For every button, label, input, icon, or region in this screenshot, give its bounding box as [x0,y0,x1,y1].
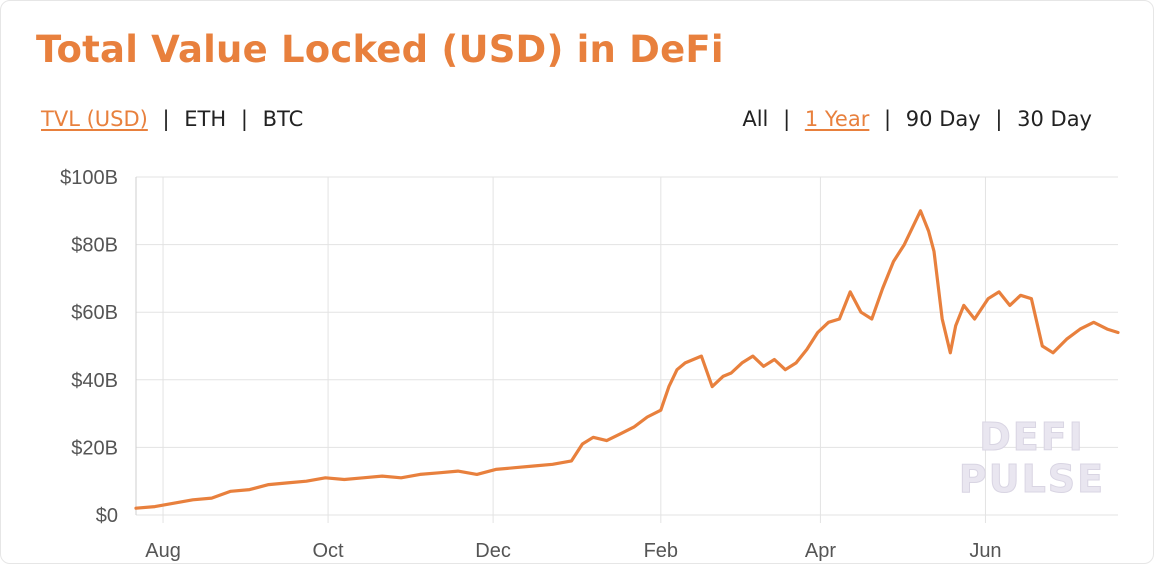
watermark-text: PULSE [959,457,1105,501]
metric-option-eth[interactable]: ETH [184,107,227,131]
range-toggle-group: All | 1 Year | 90 Day | 30 Day [742,107,1092,131]
range-option-90-day[interactable]: 90 Day [905,107,981,131]
y-tick-label: $40B [71,370,118,392]
separator: | [884,107,892,131]
y-tick-label: $100B [60,167,118,189]
x-tick-label: Aug [145,540,181,562]
watermark-text: DEFI [979,415,1085,459]
separator: | [995,107,1003,131]
separator: | [240,107,248,131]
chart-grid [136,176,1118,523]
metric-toggle-group: TVL (USD) | ETH | BTC [41,107,303,131]
metric-option-tvl-usd[interactable]: TVL (USD) [41,107,148,131]
chart-series [134,209,1120,510]
y-tick-label: $0 [96,505,118,527]
range-option-all[interactable]: All [742,107,769,131]
y-tick-label: $80B [71,235,118,257]
chart-title: Total Value Locked (USD) in DeFi [36,28,724,71]
x-tick-label: Jun [969,540,1001,562]
separator: | [162,107,170,131]
y-tick-label: $60B [71,302,118,324]
range-option-1-year[interactable]: 1 Year [804,107,870,131]
tvl-series-line [134,209,1120,510]
x-tick-label: Feb [644,540,678,562]
separator: | [783,107,791,131]
chart-axes: $0 $20B $40B $60B $80B $100B Aug Oct Dec Feb Apr Ju… [60,167,1001,562]
y-tick-label: $20B [71,437,118,459]
x-tick-label: Apr [805,540,836,562]
range-option-30-day[interactable]: 30 Day [1017,107,1092,131]
x-tick-label: Dec [475,540,511,562]
metric-option-btc[interactable]: BTC [262,107,304,131]
x-tick-label: Oct [313,540,345,562]
